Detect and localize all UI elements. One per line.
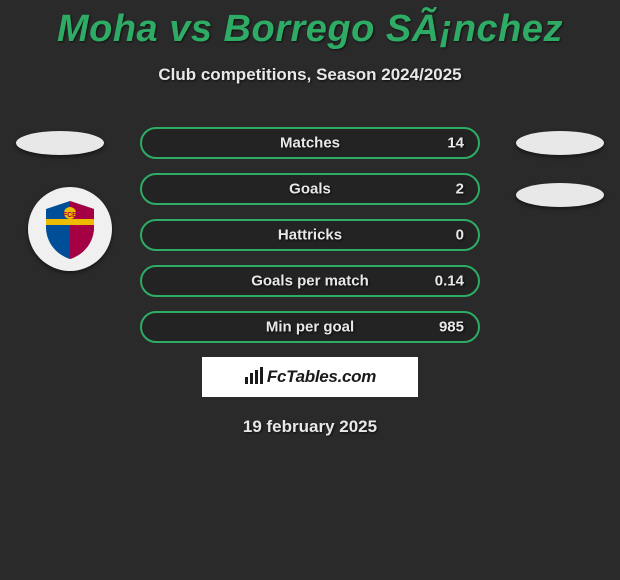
page-title: Moha vs Borrego SÃ¡nchez [0,0,620,51]
stat-row-goals: Goals 2 [140,173,480,205]
left-player-marker [16,131,104,155]
stat-label: Goals [289,181,331,198]
stat-row-hattricks: Hattricks 0 [140,219,480,251]
stat-row-goals-per-match: Goals per match 0.14 [140,265,480,297]
comparison-panel: FCB Matches 14 Goals 2 Hattricks 0 Goals… [0,127,620,437]
stat-label: Matches [280,135,340,152]
stat-value: 985 [439,319,464,336]
stat-label: Hattricks [278,227,342,244]
club-crest-icon: FCB [38,197,102,261]
stat-value: 0.14 [435,273,464,290]
right-player-marker-1 [516,131,604,155]
watermark: FcTables.com [202,357,418,397]
stats-rows: Matches 14 Goals 2 Hattricks 0 Goals per… [140,127,480,343]
subtitle: Club competitions, Season 2024/2025 [0,65,620,85]
stat-value: 0 [456,227,464,244]
stat-value: 2 [456,181,464,198]
right-player-marker-2 [516,183,604,207]
watermark-bars-icon [244,367,264,385]
stat-row-min-per-goal: Min per goal 985 [140,311,480,343]
stat-label: Goals per match [251,273,369,290]
club-badge: FCB [28,187,112,271]
stat-value: 14 [447,135,464,152]
svg-text:FCB: FCB [63,212,77,219]
date-label: 19 february 2025 [0,417,620,437]
watermark-text: FcTables.com [267,367,376,386]
stat-label: Min per goal [266,319,354,336]
stat-row-matches: Matches 14 [140,127,480,159]
